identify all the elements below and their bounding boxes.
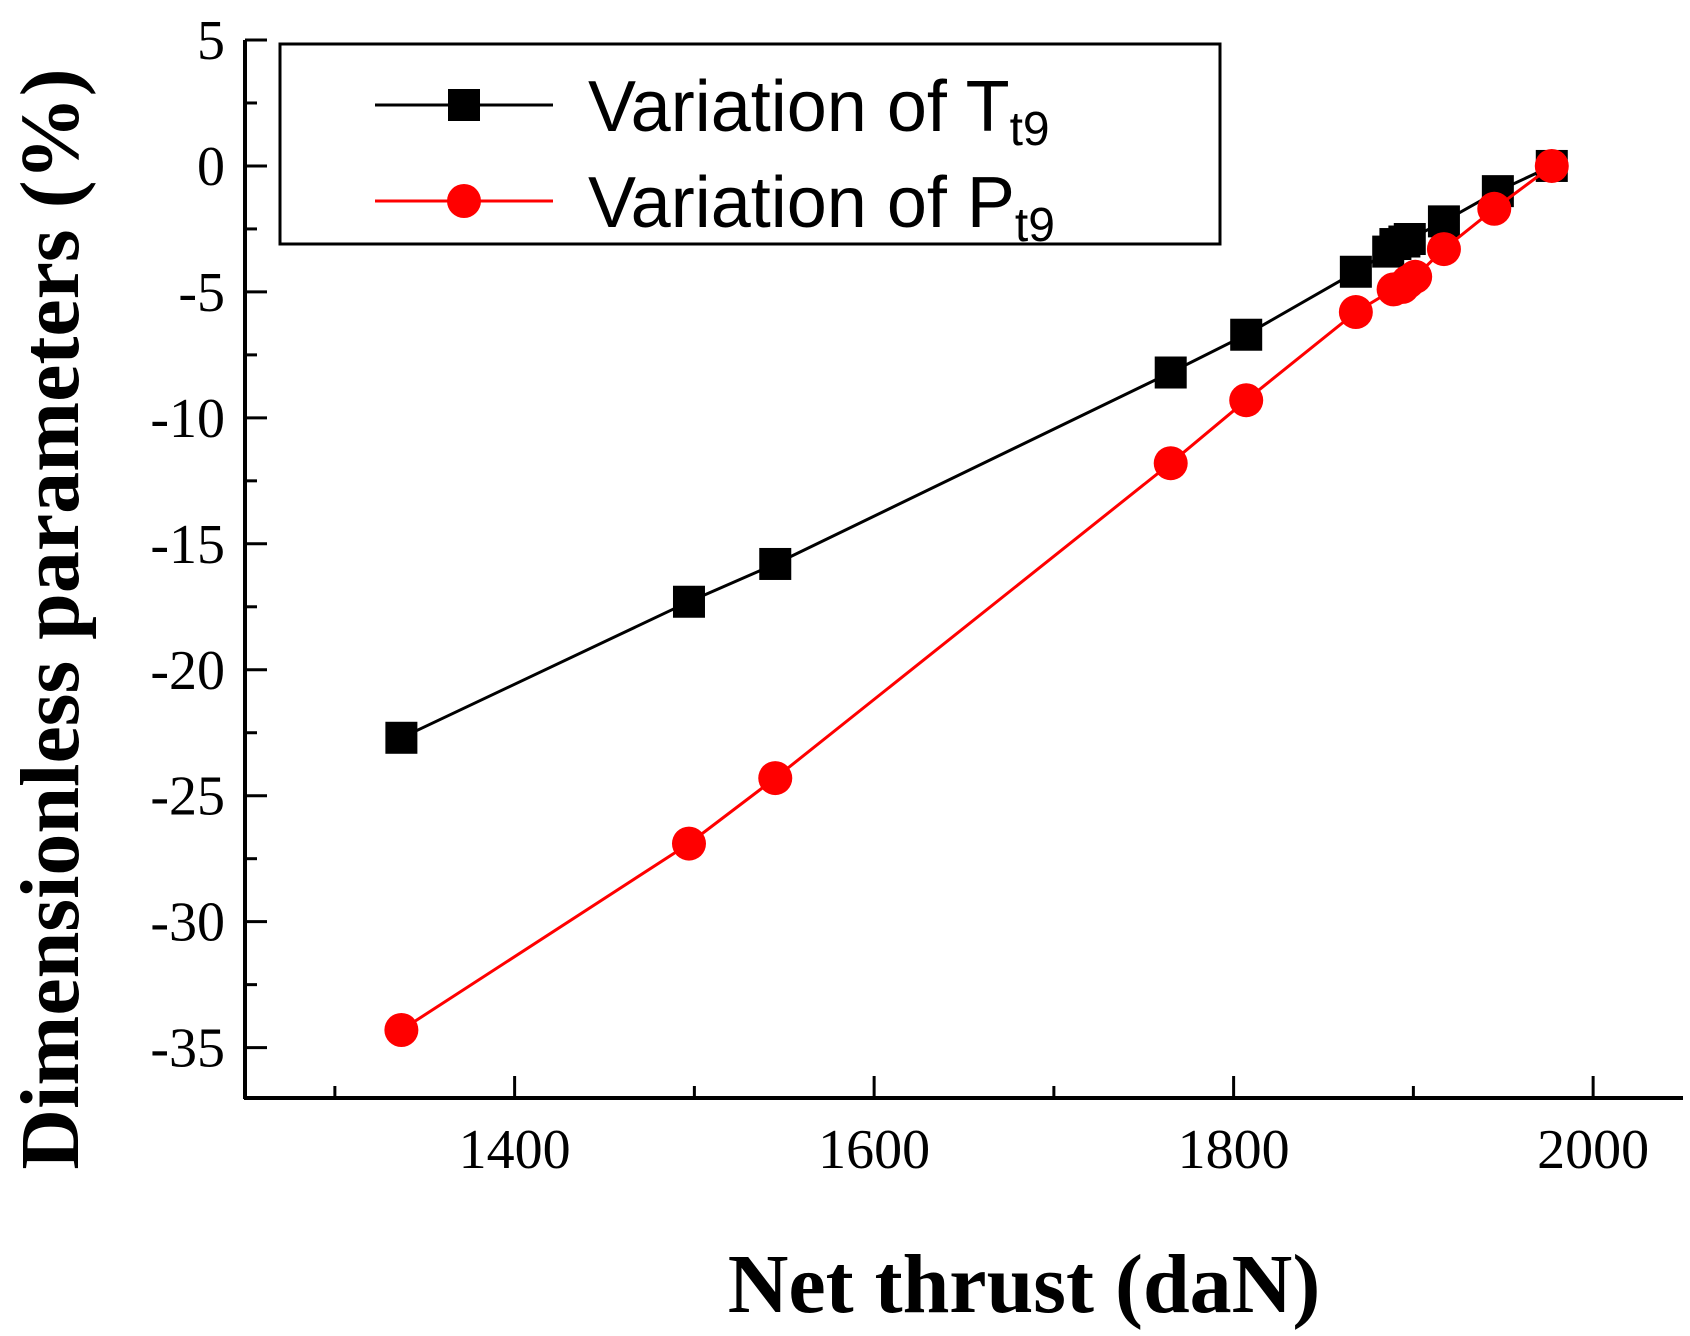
legend-label: Variation of Pt9	[588, 163, 1055, 252]
legend-label-main: Variation of T	[588, 67, 1010, 147]
data-point	[385, 721, 418, 754]
y-tick-label: -20	[150, 640, 225, 702]
data-point	[1339, 255, 1372, 288]
data-point	[384, 1012, 419, 1047]
x-tick-label: 1800	[1178, 1119, 1290, 1181]
y-tick-label: 5	[197, 10, 225, 72]
data-point	[1338, 295, 1373, 330]
x-tick-label: 1600	[818, 1119, 930, 1181]
y-tick-label: -10	[150, 388, 225, 450]
data-point	[1427, 205, 1460, 238]
legend-label: Variation of Tt9	[588, 67, 1050, 156]
y-tick-label: -5	[178, 262, 225, 324]
data-point	[672, 585, 705, 618]
data-point	[671, 826, 706, 861]
y-tick-label: -25	[150, 766, 225, 828]
y-tick-label: -35	[150, 1018, 225, 1080]
legend-label-main: Variation of P	[588, 163, 1015, 243]
y-tick-label: 0	[197, 136, 225, 198]
legend-item-1: Variation of Tt9	[375, 67, 1050, 156]
legend-box	[278, 42, 1222, 246]
legend-label-subscript: t9	[1015, 199, 1055, 252]
legend-marker	[447, 184, 481, 218]
legend-label-subscript: t9	[1010, 103, 1050, 156]
data-point	[758, 761, 793, 796]
data-point	[1393, 223, 1426, 256]
legend-marker	[448, 89, 480, 121]
data-point	[1154, 356, 1187, 389]
data-point	[1534, 148, 1569, 183]
y-tick-label: -15	[150, 514, 225, 576]
x-tick-label: 2000	[1537, 1119, 1649, 1181]
x-tick-label: 1400	[459, 1119, 571, 1181]
data-point	[1153, 446, 1188, 481]
data-point	[1477, 191, 1512, 226]
data-point	[1230, 318, 1263, 351]
data-point	[1398, 259, 1433, 294]
data-point	[1229, 383, 1264, 418]
x-axis-title: Net thrust (daN)	[728, 1238, 1321, 1331]
data-point	[1426, 232, 1461, 267]
series-layer	[384, 148, 1569, 1047]
series-2	[384, 148, 1569, 1047]
data-point	[759, 547, 792, 580]
legend-item-2: Variation of Pt9	[375, 163, 1055, 252]
y-tick-label: -30	[150, 892, 225, 954]
y-axis-title: Dimensionless parameters (%)	[4, 68, 97, 1169]
axes: 1400 1600 1800 2000 5 0 -5 -10 -15 -20 -25 -30 -35	[150, 10, 1683, 1181]
